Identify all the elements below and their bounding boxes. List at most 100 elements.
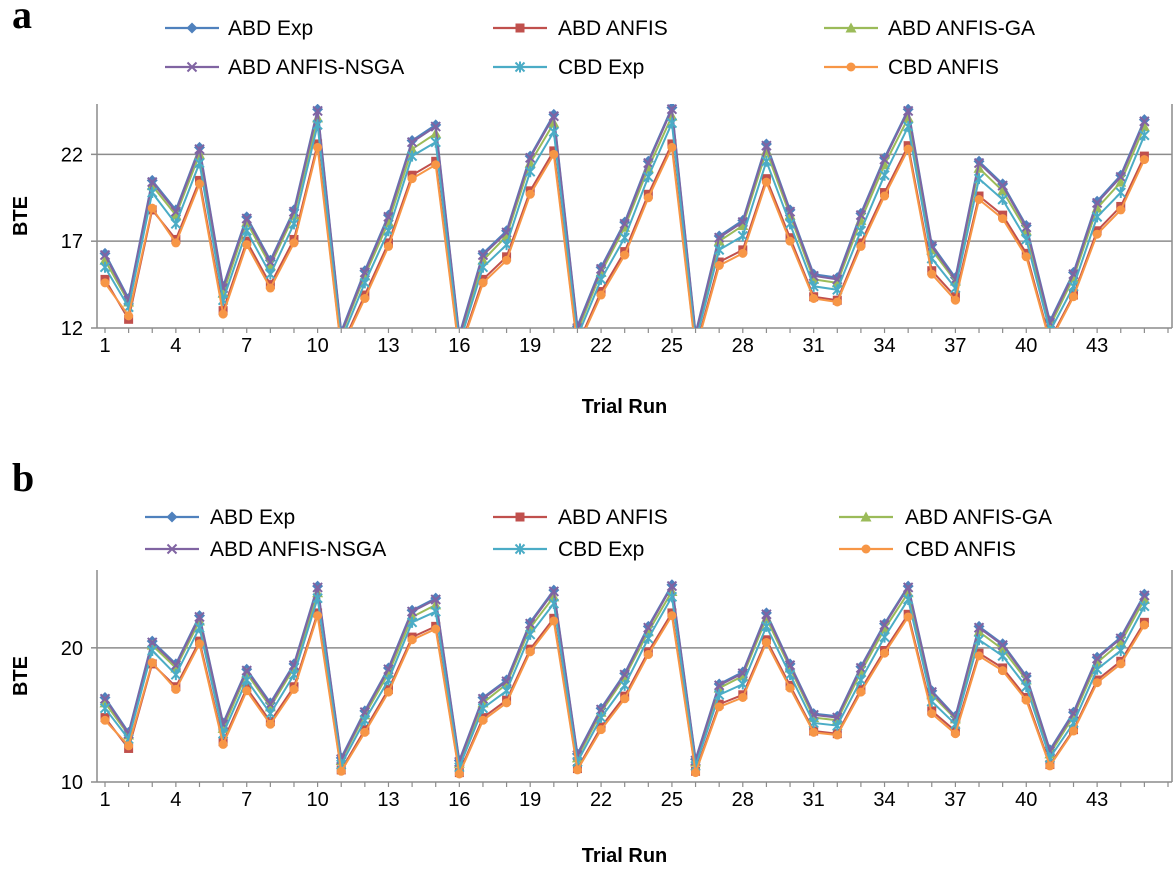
data-point: [666, 580, 678, 592]
x-tick-label: 40: [1015, 335, 1037, 357]
data-point: [194, 622, 205, 634]
data-point: [784, 218, 796, 230]
data-point: [549, 616, 559, 626]
legend-marker: [186, 61, 198, 73]
legend-marker: [515, 512, 525, 522]
legend-item: ABD Exp: [165, 17, 313, 40]
data-point: [337, 335, 346, 346]
data-point: [407, 635, 417, 645]
legend-label: ABD ANFIS: [558, 506, 668, 529]
data-point: [454, 769, 464, 779]
data-point: [785, 236, 795, 246]
data-point: [336, 766, 346, 776]
series-cbd-exp: [99, 591, 1150, 773]
data-point: [713, 689, 725, 701]
x-tick-label: 31: [803, 789, 825, 811]
data-point: [973, 155, 985, 167]
data-point: [879, 169, 890, 181]
data-point: [383, 687, 393, 697]
data-point: [926, 689, 938, 700]
legend-item: ABD ANFIS: [493, 17, 668, 40]
data-point: [855, 662, 867, 674]
x-tick-label: 28: [732, 789, 754, 811]
data-point: [147, 176, 158, 188]
x-tick-label: 7: [241, 789, 252, 811]
data-point: [738, 692, 748, 702]
data-point: [289, 684, 299, 694]
data-point: [194, 157, 205, 169]
series-cbd-exp: [99, 117, 1150, 347]
data-point: [524, 152, 536, 164]
data-point: [997, 178, 1009, 190]
chart-panel-b: b ABD Exp ABD ANFIS ABD ANFIS-GA ABD ANFIS-N…: [10, 455, 1173, 867]
legend: ABD Exp ABD ANFIS ABD ANFIS-GA ABD ANFIS-NS…: [145, 506, 1052, 561]
data-point: [667, 611, 677, 621]
data-point: [477, 702, 489, 714]
data-point: [973, 157, 985, 169]
data-point: [477, 249, 489, 261]
x-tick-label: 7: [241, 335, 252, 357]
series-abd-anfis: [100, 608, 1149, 778]
x-tick-label: 28: [732, 335, 754, 357]
data-point: [691, 336, 700, 347]
data-point: [406, 606, 418, 617]
legend-marker: [514, 61, 526, 73]
legend-item: ABD ANFIS-NSGA: [165, 56, 404, 79]
data-point: [1069, 292, 1079, 302]
legend-label: CBD ANFIS: [905, 538, 1016, 561]
data-point: [1021, 681, 1032, 693]
data-point: [1138, 114, 1150, 126]
data-point: [147, 203, 157, 213]
data-point: [171, 238, 181, 248]
data-point: [312, 104, 324, 115]
legend-label: ABD ANFIS: [558, 17, 668, 40]
x-tick-label: 31: [803, 335, 825, 357]
data-point: [548, 126, 560, 138]
data-point: [950, 295, 960, 305]
data-point: [218, 309, 228, 319]
data-point: [643, 157, 654, 169]
data-point: [383, 674, 394, 686]
data-point: [643, 171, 654, 183]
legend-marker: [861, 544, 871, 554]
data-point: [880, 648, 890, 658]
data-point: [218, 739, 228, 749]
data-point: [761, 140, 772, 151]
data-point: [147, 658, 157, 668]
legend: ABD Exp ABD ANFIS ABD ANFIS-GA ABD ANFIS-NS…: [165, 17, 1035, 79]
data-point: [902, 112, 914, 123]
data-point: [832, 730, 842, 740]
x-tick-label: 25: [661, 789, 683, 811]
series-abd-anfis-nsga: [99, 580, 1150, 768]
data-point: [879, 154, 890, 165]
data-point: [973, 634, 985, 646]
data-point: [761, 609, 772, 620]
x-tick-label: 4: [170, 335, 181, 357]
data-point: [666, 117, 678, 129]
data-point: [737, 678, 749, 690]
data-point: [643, 193, 653, 203]
data-point: [313, 611, 323, 621]
y-tick-label: 12: [61, 318, 83, 340]
x-tick-label: 19: [519, 335, 541, 357]
data-point: [265, 708, 276, 720]
data-point: [620, 694, 630, 704]
legend-item: ABD ANFIS-GA: [839, 506, 1052, 529]
data-point: [194, 611, 205, 623]
x-tick-label: 37: [944, 335, 966, 357]
x-tick-label: 34: [873, 789, 895, 811]
data-point: [312, 119, 323, 131]
data-point: [879, 619, 890, 631]
data-point: [430, 136, 441, 148]
data-point: [997, 650, 1008, 662]
data-point: [1115, 187, 1126, 199]
data-point: [714, 260, 724, 270]
legend-item: ABD ANFIS-NSGA: [145, 538, 386, 561]
data-point: [312, 592, 323, 604]
x-axis-title: Trial Run: [582, 845, 668, 867]
data-point: [124, 311, 134, 321]
y-tick-label: 22: [61, 144, 83, 166]
data-point: [903, 612, 913, 622]
y-tick-label: 10: [61, 772, 83, 794]
legend-marker: [514, 543, 526, 555]
